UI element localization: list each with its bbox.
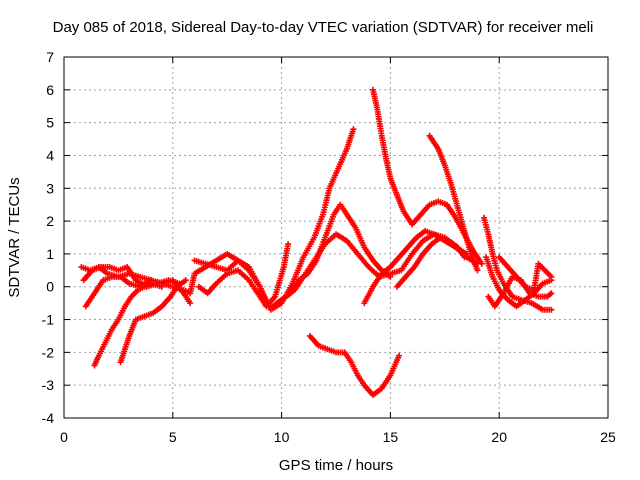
data-point xyxy=(176,280,183,287)
y-tick-label: 6 xyxy=(46,82,54,98)
series-t5 xyxy=(80,264,183,290)
x-tick-label: 5 xyxy=(169,429,177,445)
y-tick-label: 1 xyxy=(46,246,54,262)
series-t4 xyxy=(117,277,189,366)
grid xyxy=(64,57,608,418)
x-tick-label: 25 xyxy=(600,429,616,445)
axis-ticks: 0 5 10 15 20 25 -4 -3 -2 -1 0 1 2 3 4 5 6 7 xyxy=(42,49,616,445)
data-marks xyxy=(78,86,555,399)
series-t6 xyxy=(191,126,357,313)
series-t10 xyxy=(369,86,485,267)
series-t7 xyxy=(195,241,292,310)
y-tick-label: 0 xyxy=(46,279,54,295)
x-tick-label: 20 xyxy=(491,429,507,445)
data-point xyxy=(461,254,468,261)
series-t1 xyxy=(78,201,394,310)
y-tick-label: 4 xyxy=(46,147,54,163)
y-tick-label: 7 xyxy=(46,49,54,65)
data-point xyxy=(548,306,555,313)
series-t13 xyxy=(393,234,468,290)
data-point xyxy=(548,290,555,297)
data-point xyxy=(474,267,481,274)
data-point xyxy=(187,300,194,307)
y-axis-title: SDTVAR / TECUs xyxy=(6,177,23,297)
series-t12 xyxy=(426,132,481,274)
data-point xyxy=(350,126,357,133)
y-tick-label: -1 xyxy=(42,312,55,328)
series-t3 xyxy=(91,280,165,369)
y-tick-label: 5 xyxy=(46,115,54,131)
y-tick-label: 2 xyxy=(46,213,54,229)
data-point xyxy=(182,277,189,284)
x-axis-title: GPS time / hours xyxy=(279,457,393,474)
data-point xyxy=(478,260,485,267)
series-t17 xyxy=(496,254,555,294)
y-tick-label: -2 xyxy=(42,344,55,360)
x-tick-label: 0 xyxy=(60,429,68,445)
data-point xyxy=(285,241,292,248)
y-tick-label: -3 xyxy=(42,377,55,393)
plot-frame xyxy=(63,56,609,419)
data-point xyxy=(548,273,555,280)
series-t9 xyxy=(306,332,403,399)
x-tick-label: 10 xyxy=(274,429,290,445)
y-tick-label: 3 xyxy=(46,180,54,196)
data-point xyxy=(396,352,403,359)
chart-title: Day 085 of 2018, Sidereal Day-to-day VTE… xyxy=(53,19,594,36)
series-t14 xyxy=(480,214,555,313)
x-tick-label: 15 xyxy=(383,429,399,445)
y-tick-label: -4 xyxy=(42,410,55,426)
